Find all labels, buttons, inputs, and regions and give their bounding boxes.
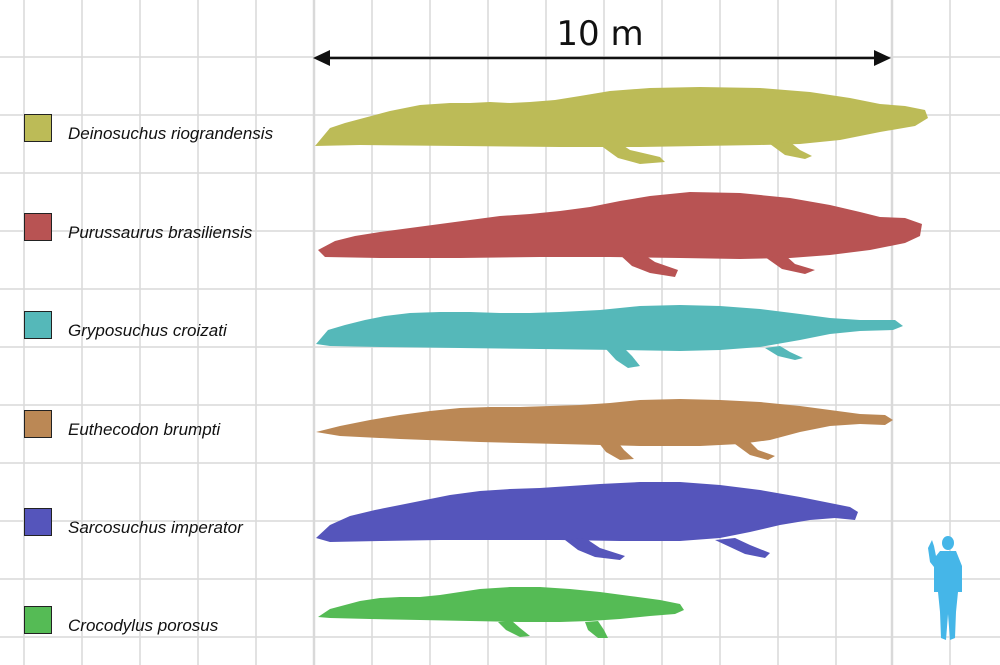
purussaurus-silhouette	[318, 192, 922, 277]
scale-bar-right-arrow	[874, 50, 891, 66]
species-label: Sarcosuchus imperator	[68, 518, 243, 537]
crocodilian-silhouettes	[315, 87, 928, 638]
scale-bar	[313, 50, 891, 66]
scale-bar-label: 10 m	[556, 14, 644, 54]
deinosuchus-silhouette	[315, 87, 928, 164]
crocodylus-silhouette	[318, 587, 684, 638]
human-silhouette-icon	[928, 536, 962, 640]
species-label: Deinosuchus riograndensis	[68, 124, 274, 143]
sarcosuchus-silhouette	[316, 482, 858, 560]
scale-bar-left-arrow	[313, 50, 330, 66]
color-swatch	[24, 508, 52, 536]
color-swatch	[24, 410, 52, 438]
euthecodon-silhouette	[316, 399, 893, 460]
gryposuchus-silhouette	[316, 305, 903, 368]
color-swatch	[24, 213, 52, 241]
color-swatch	[24, 114, 52, 142]
color-swatch	[24, 606, 52, 634]
species-label: Gryposuchus croizati	[68, 321, 227, 340]
species-label: Crocodylus porosus	[68, 616, 219, 635]
species-label: Purussaurus brasiliensis	[68, 223, 253, 242]
color-swatch	[24, 311, 52, 339]
species-label: Euthecodon brumpti	[68, 420, 221, 439]
